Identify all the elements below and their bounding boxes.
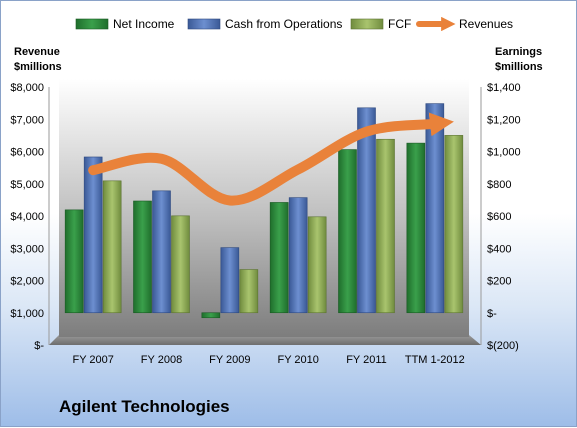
- legend-swatch-net-income: [76, 19, 108, 29]
- left-axis-title-line2: $millions: [14, 61, 62, 73]
- right-tick-label: $600: [487, 211, 511, 223]
- bar-net-income: [202, 313, 220, 318]
- bar-net-income: [339, 150, 357, 313]
- bar-fcf: [103, 181, 121, 313]
- left-tick-label: $-: [34, 340, 44, 352]
- right-tick-label: $1,200: [487, 114, 521, 126]
- category-label: FY 2007: [72, 354, 113, 366]
- bar-fcf: [377, 139, 395, 313]
- bar-cash-from-operations: [153, 191, 171, 313]
- right-tick-label: $400: [487, 243, 511, 255]
- right-tick-label: $1,000: [487, 147, 521, 159]
- category-label: FY 2008: [141, 354, 182, 366]
- bar-net-income: [134, 201, 152, 313]
- left-tick-label: $5,000: [10, 179, 44, 191]
- left-tick-label: $7,000: [10, 114, 44, 126]
- category-label: FY 2009: [209, 354, 250, 366]
- legend-swatch-cash-from-operations: [188, 19, 220, 29]
- legend-label-fcf: FCF: [388, 17, 411, 31]
- category-label: TTM 1-2012: [405, 354, 465, 366]
- category-labels: FY 2007 FY 2008 FY 2009 FY 2010 FY 2011 TTM 1…: [72, 354, 464, 366]
- right-axis-title-line2: $millions: [495, 61, 543, 73]
- company-name: Agilent Technologies: [59, 397, 230, 417]
- bar-cash-from-operations: [84, 157, 102, 313]
- right-tick-label: $-: [487, 308, 497, 320]
- legend-label-net-income: Net Income: [113, 17, 175, 31]
- legend-label-cash-from-operations: Cash from Operations: [225, 17, 342, 31]
- left-tick-label: $4,000: [10, 211, 44, 223]
- bar-cash-from-operations: [426, 104, 444, 313]
- bar-net-income: [270, 202, 288, 312]
- legend: Net Income Cash from Operations FCF Reve…: [76, 17, 513, 31]
- bar-fcf: [445, 135, 463, 312]
- bar-net-income: [65, 210, 83, 313]
- left-tick-label: $2,000: [10, 276, 44, 288]
- category-label: FY 2010: [277, 354, 318, 366]
- bar-fcf: [172, 216, 190, 313]
- right-tick-label: $1,400: [487, 82, 521, 94]
- legend-label-revenues: Revenues: [459, 17, 513, 31]
- bar-fcf: [308, 217, 326, 313]
- left-axis-title-line1: Revenue: [14, 46, 60, 58]
- right-axis-ticks: $(200) $- $200 $400 $600 $800 $1,000 $1,200 $1,4…: [487, 82, 521, 352]
- left-tick-label: $3,000: [10, 243, 44, 255]
- left-tick-label: $1,000: [10, 308, 44, 320]
- right-tick-label: $800: [487, 179, 511, 191]
- left-tick-label: $6,000: [10, 147, 44, 159]
- legend-swatch-fcf: [351, 19, 383, 29]
- bar-cash-from-operations: [289, 198, 307, 313]
- bar-cash-from-operations: [221, 248, 239, 313]
- bar-net-income: [407, 143, 425, 313]
- left-axis-ticks: $- $1,000 $2,000 $3,000 $4,000 $5,000 $6,000 $7…: [10, 82, 44, 352]
- right-tick-label: $200: [487, 276, 511, 288]
- right-tick-label: $(200): [487, 340, 519, 352]
- left-tick-label: $8,000: [10, 82, 44, 94]
- category-label: FY 2011: [346, 354, 387, 366]
- bar-fcf: [240, 270, 258, 313]
- right-axis-title-line1: Earnings: [495, 46, 542, 58]
